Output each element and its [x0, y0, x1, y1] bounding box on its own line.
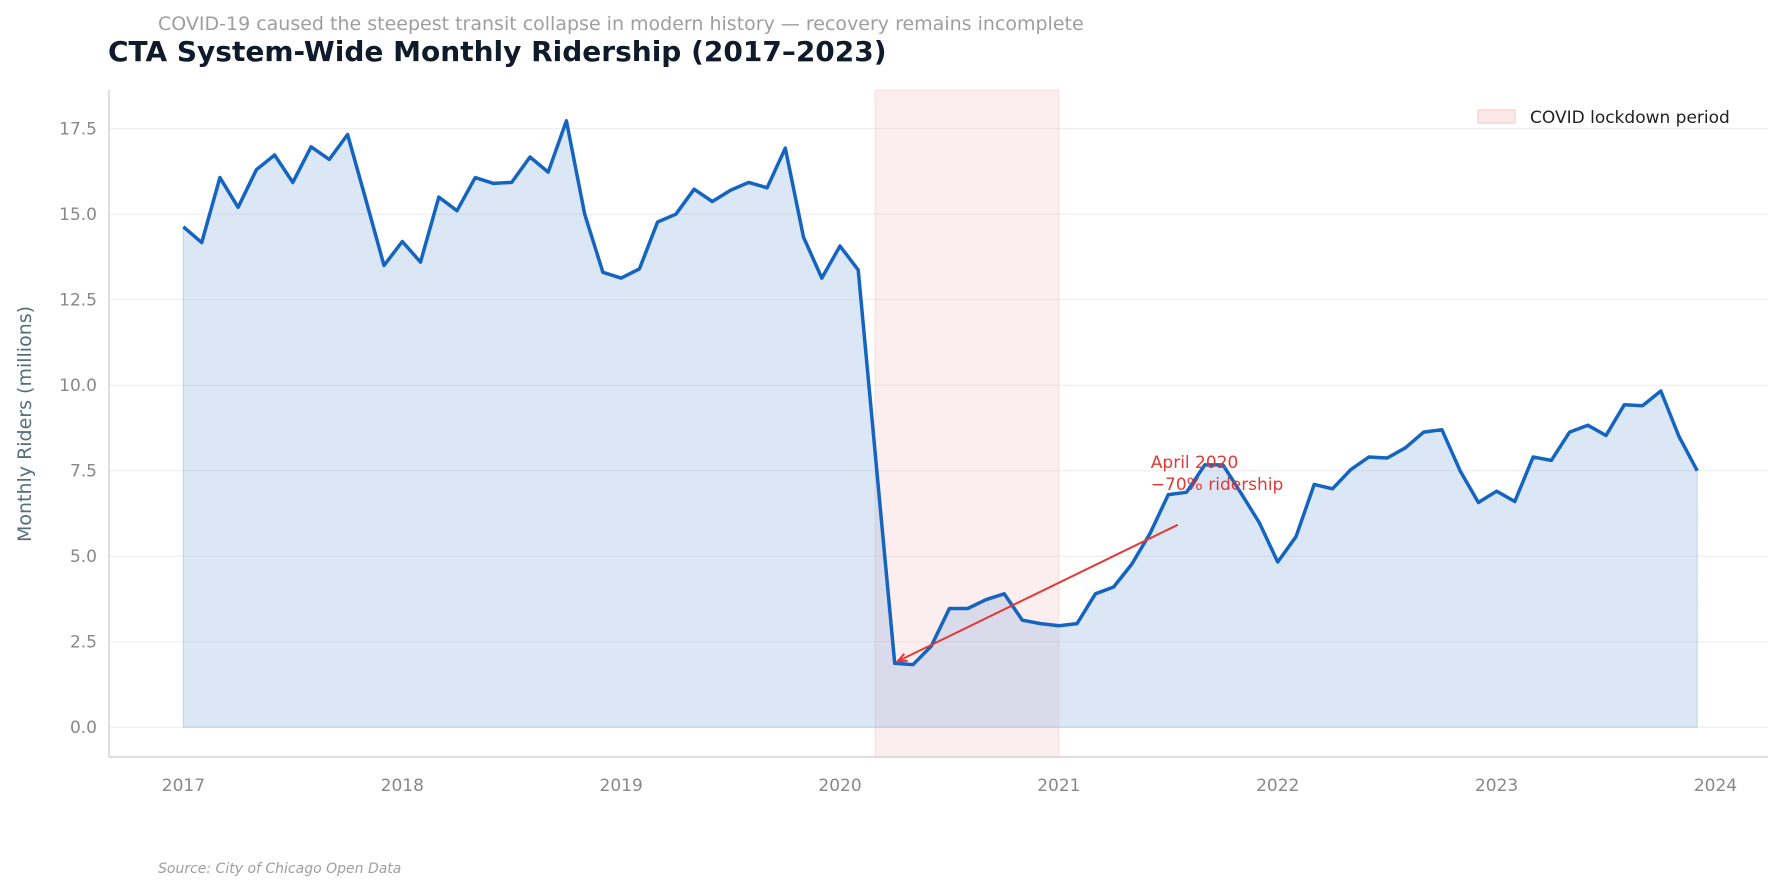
- y-tick-label: 0.0: [70, 718, 97, 738]
- annotation-arrow: [897, 523, 1179, 663]
- y-tick-label: 2.5: [70, 633, 97, 653]
- x-tick-label: 2019: [600, 776, 643, 796]
- y-tick-label: 5.0: [70, 547, 97, 567]
- y-tick-label: 7.5: [70, 462, 97, 482]
- x-tick-label: 2021: [1037, 776, 1080, 796]
- y-tick-label: 17.5: [59, 120, 97, 140]
- x-tick-label: 2022: [1256, 776, 1299, 796]
- y-tick-labels: 0.0 2.5 5.0 7.5 10.0 12.5 15.0 17.5: [59, 120, 97, 739]
- gridlines: [109, 128, 1768, 728]
- source-note: Source: City of Chicago Open Data: [158, 861, 401, 877]
- legend-swatch-covid: [1477, 109, 1516, 124]
- y-tick-label: 12.5: [59, 291, 97, 311]
- x-tick-label: 2024: [1694, 776, 1737, 796]
- annotation-line2: −70% ridership: [1151, 475, 1284, 495]
- x-tick-label: 2023: [1475, 776, 1518, 796]
- annotation-arrowhead: [895, 653, 908, 663]
- annotation-line1: April 2020: [1151, 453, 1239, 473]
- x-tick-label: 2020: [818, 776, 861, 796]
- x-tick-label: 2017: [162, 776, 205, 796]
- chart-subtitle: COVID-19 caused the steepest transit col…: [158, 13, 1084, 35]
- legend-label-covid: COVID lockdown period: [1530, 108, 1730, 128]
- y-tick-label: 15.0: [59, 205, 97, 225]
- ridership-line: [182, 119, 1699, 667]
- x-tick-label: 2018: [381, 776, 424, 796]
- x-tick-labels: 2017 2018 2019 2020 2021 2022 2023 2024: [162, 776, 1737, 796]
- legend: COVID lockdown period: [1477, 108, 1730, 128]
- chart-title: CTA System-Wide Monthly Ridership (2017–…: [108, 35, 887, 68]
- y-axis-label: Monthly Riders (millions): [14, 306, 36, 542]
- y-tick-label: 10.0: [59, 376, 97, 396]
- covid-lockdown-band: [874, 89, 1060, 758]
